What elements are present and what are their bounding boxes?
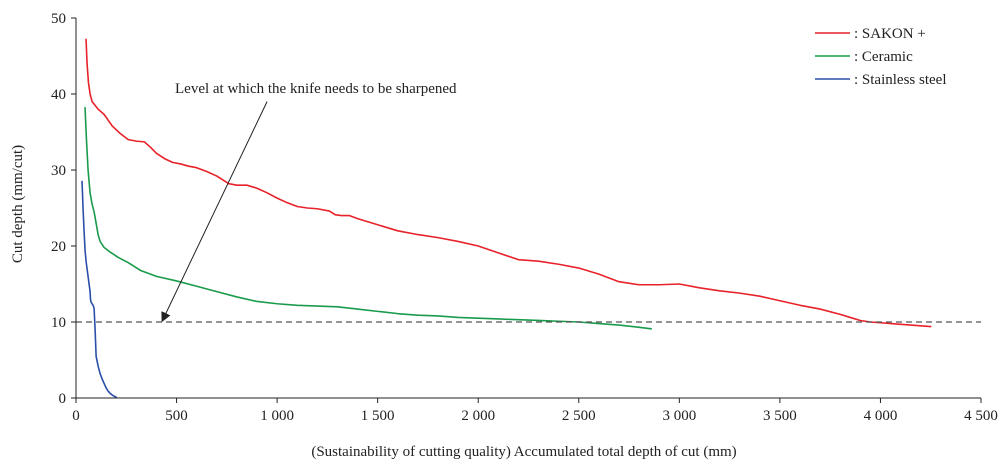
legend-label-0: : SAKON + — [854, 26, 926, 42]
annotation-group — [76, 101, 981, 323]
x-tick-label: 2 000 — [461, 408, 495, 424]
series-group — [81, 38, 932, 399]
annotation-label: Level at which the knife needs to be sha… — [175, 81, 457, 97]
x-tick-label: 3 500 — [763, 408, 797, 424]
annotation-arrow — [161, 101, 268, 323]
y-tick-label: 30 — [51, 163, 66, 179]
legend: : SAKON + : Ceramic : Stainless steel — [815, 26, 947, 88]
x-tick-label: 2 500 — [562, 408, 596, 424]
y-tick-label: 20 — [51, 239, 66, 255]
x-tick-label: 1 000 — [260, 408, 294, 424]
series-line-2 — [81, 180, 118, 399]
y-tick-label: 10 — [51, 315, 66, 331]
legend-label-2: : Stainless steel — [854, 72, 947, 88]
y-tick-label: 50 — [51, 11, 66, 27]
x-tick-label: 0 — [72, 408, 80, 424]
x-tick-label: 4 500 — [964, 408, 998, 424]
y-tick-label: 0 — [59, 391, 67, 407]
axes-group: 0 500 1 000 1 500 2 000 2 500 3 000 3 500 4 000 4… — [51, 11, 998, 424]
x-axis-title: (Sustainability of cutting quality) Accu… — [311, 444, 736, 460]
series-line-0 — [85, 38, 932, 328]
legend-label-1: : Ceramic — [854, 49, 913, 65]
x-tick-label: 1 500 — [361, 408, 395, 424]
x-tick-label: 4 000 — [864, 408, 898, 424]
series-line-1 — [84, 106, 652, 330]
y-axis-title: Cut depth (mm/cut) — [10, 145, 26, 263]
x-tick-label: 3 000 — [662, 408, 696, 424]
y-tick-label: 40 — [51, 87, 66, 103]
x-tick-label: 500 — [165, 408, 188, 424]
